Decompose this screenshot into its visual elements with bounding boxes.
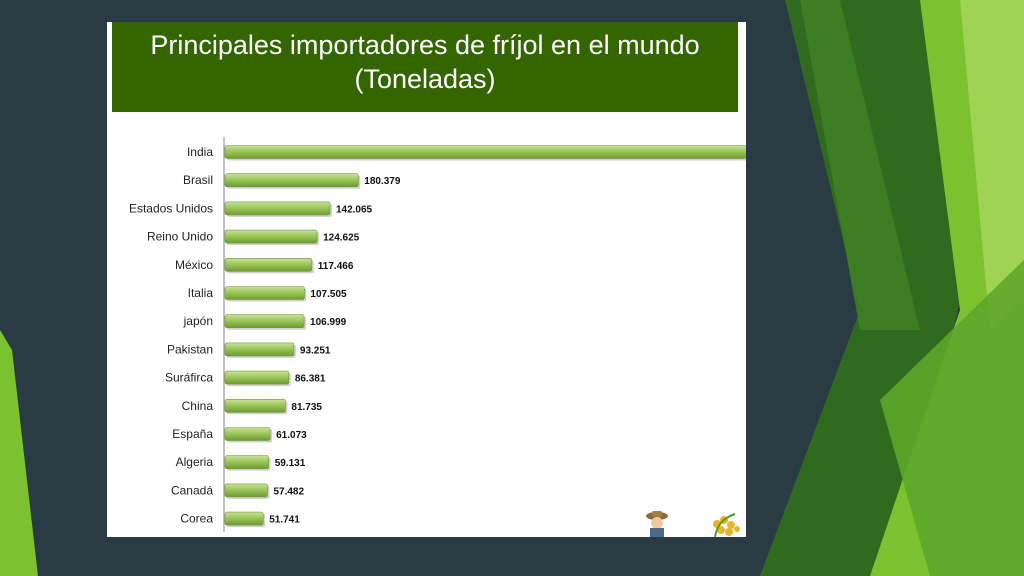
category-label: Algeria — [176, 455, 214, 469]
farmer-with-corn-icon — [646, 511, 740, 537]
data-label: 57.482 — [273, 486, 304, 497]
bar — [224, 427, 271, 441]
bar — [224, 258, 313, 272]
bg-shape-olive — [800, 0, 920, 330]
category-label: Italia — [188, 286, 214, 300]
bar — [224, 201, 331, 216]
data-label: 86.381 — [295, 374, 326, 385]
category-label: japón — [183, 314, 213, 328]
data-label: 180.379 — [364, 176, 401, 187]
category-label: Suráfirca — [165, 371, 213, 385]
category-label: Estados Unidos — [129, 201, 213, 215]
category-label: China — [182, 399, 214, 413]
category-label: Brasil — [183, 173, 213, 187]
data-label: 107.505 — [310, 289, 347, 300]
category-label: Corea — [180, 512, 213, 526]
bar — [224, 455, 269, 470]
data-label: 61.073 — [276, 430, 307, 441]
category-label: Pakistan — [167, 342, 213, 356]
data-label: 117.466 — [318, 261, 354, 272]
data-label: 81.735 — [291, 402, 322, 413]
bg-shape-left-strip — [0, 330, 38, 576]
data-label: 106.999 — [310, 317, 347, 328]
data-label: 142.065 — [336, 204, 373, 215]
bar — [224, 342, 295, 357]
bar — [224, 145, 746, 159]
chart-title: Principales importadores de fríjol en el… — [150, 30, 700, 60]
bar — [224, 286, 305, 300]
data-label: 124.625 — [323, 233, 360, 244]
bar — [224, 370, 290, 385]
bar — [224, 229, 318, 244]
bar — [224, 511, 264, 526]
category-label: España — [172, 427, 213, 441]
bg-shape-light-green — [960, 0, 1024, 330]
data-label: 59.131 — [275, 458, 306, 469]
category-label: Reino Unido — [147, 230, 213, 244]
bg-shape-mid-green — [880, 260, 1024, 576]
chart-slide: Principales importadores de fríjol en el… — [107, 22, 746, 537]
bar — [224, 314, 305, 329]
bar — [224, 173, 359, 187]
data-label: 51.741 — [269, 515, 300, 526]
category-label: México — [175, 258, 213, 272]
bar — [224, 398, 286, 413]
chart-subtitle: (Toneladas) — [354, 64, 496, 94]
chart-title-banner: Principales importadores de fríjol en el… — [112, 22, 738, 112]
bar — [224, 483, 268, 498]
category-label: India — [187, 145, 213, 159]
category-label: Canadá — [171, 483, 213, 497]
data-label: 93.251 — [300, 345, 331, 356]
